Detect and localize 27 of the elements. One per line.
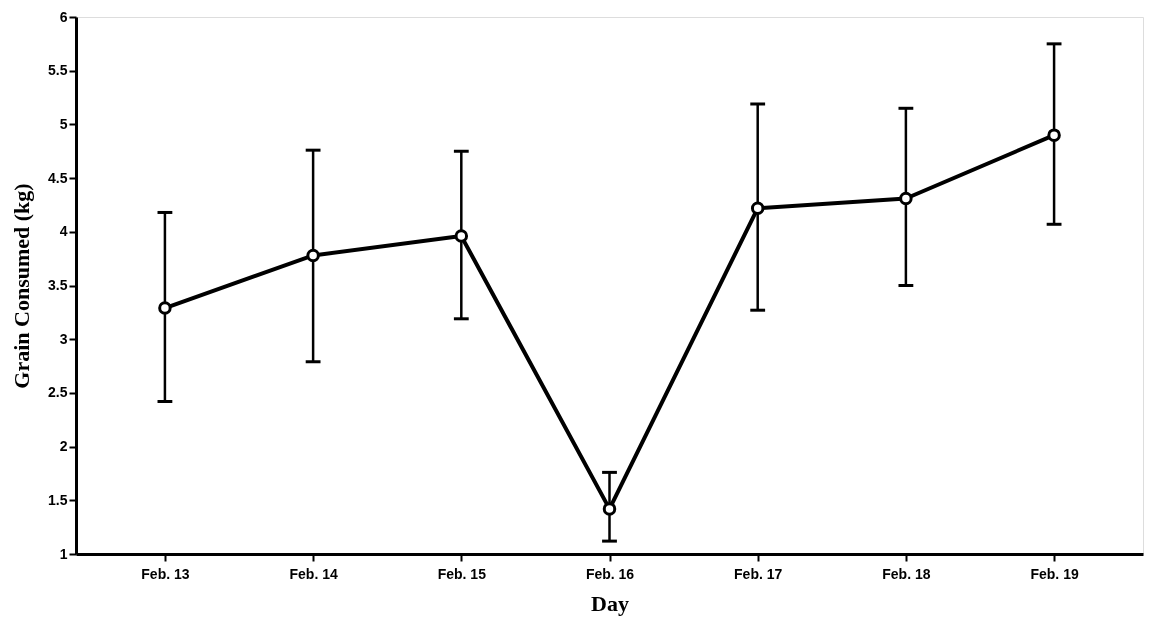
x-tick-label: Feb. 13 bbox=[141, 565, 190, 582]
y-axis-title: Grain Consumed (kg) bbox=[9, 183, 35, 389]
x-tick-label: Feb. 18 bbox=[882, 565, 931, 582]
point bbox=[750, 201, 765, 215]
y-tick-label: 6 bbox=[59, 8, 68, 25]
y-tick-label: 1 bbox=[59, 545, 68, 562]
point bbox=[1047, 128, 1061, 142]
point bbox=[899, 191, 913, 206]
point bbox=[602, 502, 617, 516]
x-tick-label: Feb. 16 bbox=[585, 565, 635, 582]
x-tick-label: Feb. 15 bbox=[437, 565, 487, 582]
y-tick-label: 3.5 bbox=[48, 277, 68, 293]
x-tick-label: Feb. 17 bbox=[734, 565, 783, 582]
x-tick-label: Feb. 19 bbox=[1030, 565, 1079, 582]
y-tick-label: 4.5 bbox=[48, 169, 68, 186]
y-tick-label: 5.5 bbox=[48, 62, 68, 79]
x-tick-label: Feb. 14 bbox=[289, 565, 338, 582]
y-tick-label: 4 bbox=[59, 223, 68, 240]
point bbox=[306, 248, 320, 263]
y-tick-label: 2.5 bbox=[48, 384, 68, 401]
y-tick-label: 5 bbox=[59, 115, 68, 132]
y-tick-label: 3 bbox=[59, 330, 68, 347]
point bbox=[454, 229, 469, 243]
y-tick-label: 2 bbox=[59, 438, 68, 455]
y-tick-label: 1.5 bbox=[48, 491, 68, 508]
point bbox=[158, 301, 172, 315]
x-axis-title: Day bbox=[591, 590, 629, 616]
